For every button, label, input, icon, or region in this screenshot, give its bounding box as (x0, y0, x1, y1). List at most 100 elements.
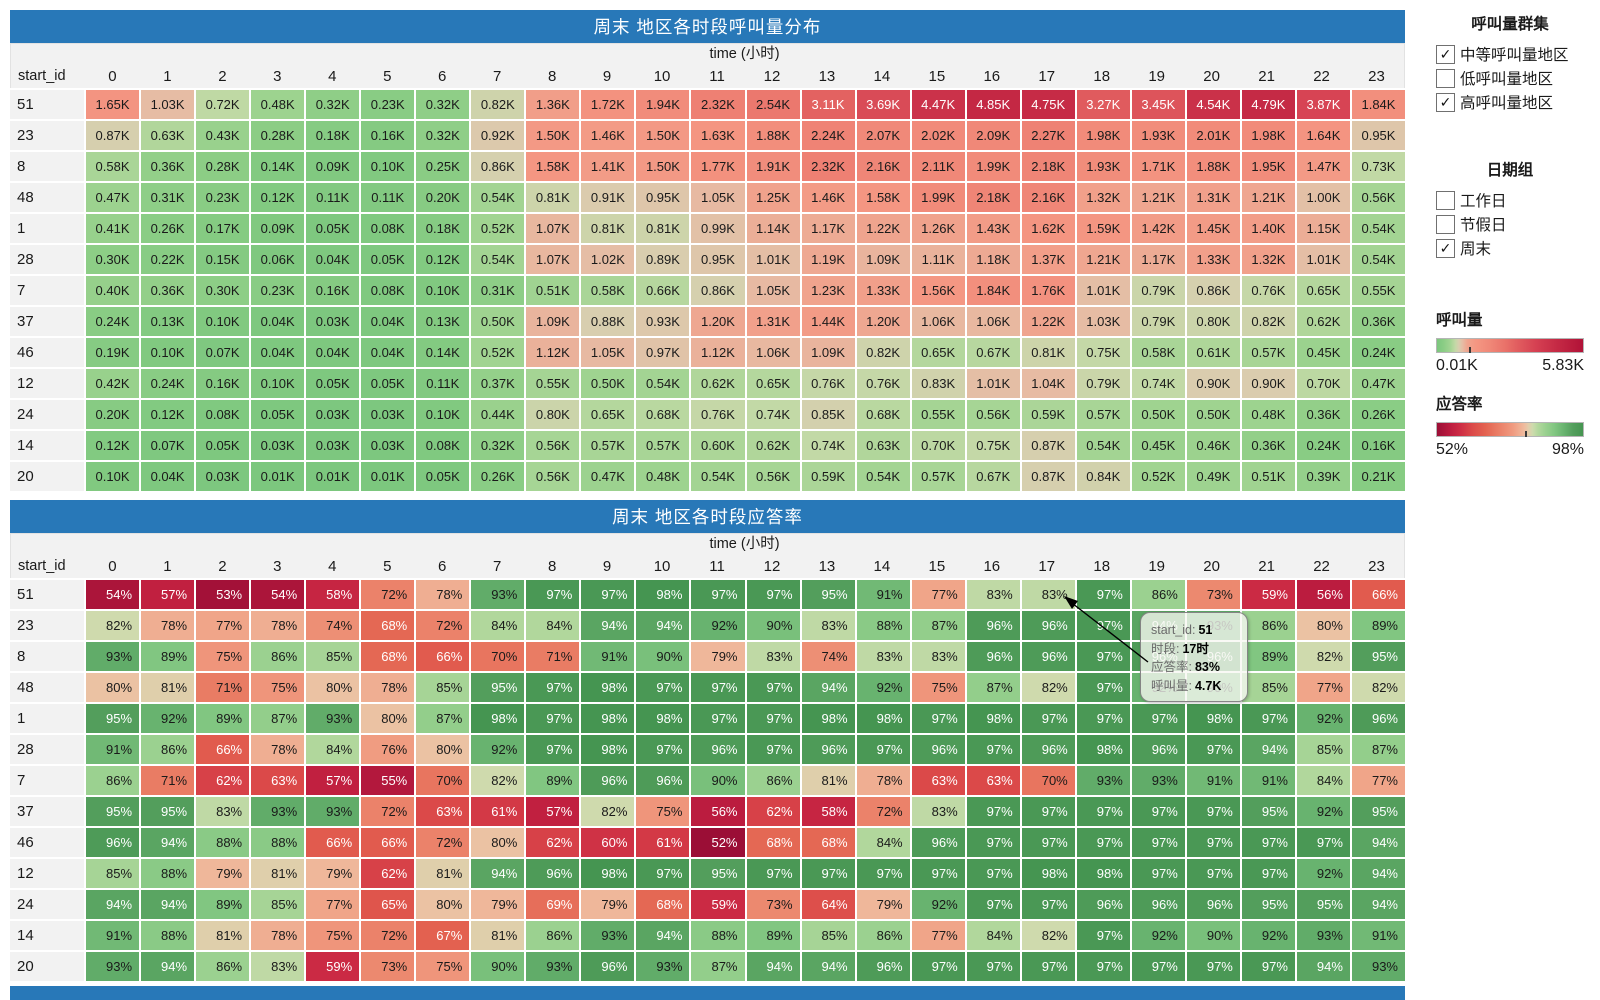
heatmap-cell[interactable]: 1.02K (581, 245, 635, 274)
heatmap-cell[interactable]: 75% (306, 921, 360, 950)
heatmap-cell[interactable]: 92% (856, 673, 910, 702)
heatmap-cell[interactable]: 95% (1241, 797, 1295, 826)
heatmap-cell[interactable]: 0.47K (1351, 369, 1405, 398)
heatmap-cell[interactable]: 96% (911, 735, 965, 764)
heatmap-cell[interactable]: 1.58K (526, 152, 580, 181)
heatmap-cell[interactable]: 0.46K (1186, 431, 1240, 460)
filter-option[interactable]: 低呼叫量地区 (1436, 67, 1596, 89)
heatmap-cell[interactable]: 1.42K (1131, 214, 1185, 243)
heatmap-cell[interactable]: 1.62K (1021, 214, 1075, 243)
heatmap-cell[interactable]: 1.95K (1241, 152, 1295, 181)
heatmap-cell[interactable]: 0.32K (306, 90, 360, 119)
heatmap-cell[interactable]: 1.11K (911, 245, 965, 274)
heatmap-cell[interactable]: 81% (801, 766, 855, 795)
heatmap-cell[interactable]: 72% (361, 580, 415, 609)
heatmap-cell[interactable]: 97% (1131, 704, 1185, 733)
heatmap-cell[interactable]: 97% (691, 580, 745, 609)
heatmap-cell[interactable]: 0.22K (141, 245, 195, 274)
heatmap-cell[interactable]: 0.47K (581, 462, 635, 491)
heatmap-cell[interactable]: 57% (141, 580, 195, 609)
heatmap-cell[interactable]: 1.20K (856, 307, 910, 336)
heatmap-cell[interactable]: 1.01K (1076, 276, 1130, 305)
heatmap-cell[interactable]: 0.10K (196, 307, 250, 336)
heatmap-cell[interactable]: 4.47K (911, 90, 965, 119)
heatmap-cell[interactable]: 80% (306, 673, 360, 702)
heatmap-cell[interactable]: 66% (416, 642, 470, 671)
heatmap-cell[interactable]: 0.06K (251, 245, 305, 274)
heatmap-cell[interactable]: 63% (966, 766, 1020, 795)
heatmap-cell[interactable]: 98% (856, 704, 910, 733)
heatmap-cell[interactable]: 86% (251, 642, 305, 671)
heatmap-cell[interactable]: 0.80K (526, 400, 580, 429)
heatmap-cell[interactable]: 86% (746, 766, 800, 795)
heatmap-cell[interactable]: 0.20K (86, 400, 140, 429)
heatmap-cell[interactable]: 61% (471, 797, 525, 826)
heatmap-cell[interactable]: 96% (1186, 890, 1240, 919)
heatmap-cell[interactable]: 97% (966, 952, 1020, 981)
heatmap-cell[interactable]: 97% (1021, 890, 1075, 919)
heatmap-cell[interactable]: 1.84K (1351, 90, 1405, 119)
heatmap-cell[interactable]: 85% (801, 921, 855, 950)
heatmap-cell[interactable]: 0.68K (636, 400, 690, 429)
heatmap-cell[interactable]: 0.19K (86, 338, 140, 367)
heatmap-cell[interactable]: 0.08K (416, 431, 470, 460)
heatmap-cell[interactable]: 62% (526, 828, 580, 857)
heatmap-cell[interactable]: 0.14K (251, 152, 305, 181)
heatmap-cell[interactable]: 91% (86, 735, 140, 764)
heatmap-cell[interactable]: 0.92K (471, 121, 525, 150)
heatmap-cell[interactable]: 67% (416, 921, 470, 950)
heatmap-cell[interactable]: 0.62K (1296, 307, 1350, 336)
heatmap-cell[interactable]: 88% (856, 611, 910, 640)
heatmap-cell[interactable]: 1.03K (1076, 307, 1130, 336)
heatmap-cell[interactable]: 0.57K (1241, 338, 1295, 367)
heatmap-cell[interactable]: 0.51K (1241, 462, 1295, 491)
heatmap-cell[interactable]: 97% (1296, 828, 1350, 857)
heatmap-cell[interactable]: 0.82K (856, 338, 910, 367)
heatmap-cell[interactable]: 0.82K (1241, 307, 1295, 336)
heatmap-cell[interactable]: 81% (251, 859, 305, 888)
heatmap-cell[interactable]: 0.75K (966, 431, 1020, 460)
heatmap-cell[interactable]: 3.11K (801, 90, 855, 119)
heatmap-cell[interactable]: 0.85K (801, 400, 855, 429)
heatmap-cell[interactable]: 0.59K (1021, 400, 1075, 429)
heatmap-cell[interactable]: 72% (416, 828, 470, 857)
heatmap-cell[interactable]: 84% (856, 828, 910, 857)
heatmap-cell[interactable]: 0.59K (801, 462, 855, 491)
heatmap-cell[interactable]: 94% (1296, 952, 1350, 981)
filter-option[interactable]: ✓ 中等呼叫量地区 (1436, 43, 1596, 65)
heatmap-cell[interactable]: 94% (801, 952, 855, 981)
heatmap-cell[interactable]: 0.11K (416, 369, 470, 398)
heatmap-cell[interactable]: 85% (1296, 735, 1350, 764)
heatmap-cell[interactable]: 1.22K (1021, 307, 1075, 336)
heatmap-cell[interactable]: 59% (691, 890, 745, 919)
heatmap-cell[interactable]: 4.79K (1241, 90, 1295, 119)
heatmap-cell[interactable]: 97% (1076, 673, 1130, 702)
heatmap-cell[interactable]: 1.26K (911, 214, 965, 243)
heatmap-cell[interactable]: 0.87K (86, 121, 140, 150)
heatmap-cell[interactable]: 98% (471, 704, 525, 733)
heatmap-cell[interactable]: 96% (801, 735, 855, 764)
heatmap-cell[interactable]: 97% (1021, 704, 1075, 733)
heatmap-cell[interactable]: 2.27K (1021, 121, 1075, 150)
heatmap-cell[interactable]: 1.46K (581, 121, 635, 150)
heatmap-cell[interactable]: 73% (361, 952, 415, 981)
heatmap-cell[interactable]: 0.91K (581, 183, 635, 212)
heatmap-cell[interactable]: 82% (1021, 921, 1075, 950)
heatmap-cell[interactable]: 78% (856, 766, 910, 795)
heatmap-cell[interactable]: 63% (911, 766, 965, 795)
heatmap-cell[interactable]: 97% (636, 673, 690, 702)
heatmap-cell[interactable]: 0.03K (251, 431, 305, 460)
heatmap-cell[interactable]: 83% (966, 580, 1020, 609)
heatmap-cell[interactable]: 58% (306, 580, 360, 609)
heatmap-cell[interactable]: 95% (691, 859, 745, 888)
heatmap-cell[interactable]: 94% (1351, 890, 1405, 919)
heatmap-cell[interactable]: 0.48K (1241, 400, 1295, 429)
heatmap-cell[interactable]: 98% (1021, 859, 1075, 888)
heatmap-cell[interactable]: 81% (416, 859, 470, 888)
heatmap-cell[interactable]: 78% (416, 580, 470, 609)
heatmap-cell[interactable]: 0.09K (306, 152, 360, 181)
heatmap-cell[interactable]: 98% (1076, 735, 1130, 764)
heatmap-cell[interactable]: 91% (856, 580, 910, 609)
heatmap-cell[interactable]: 1.36K (526, 90, 580, 119)
heatmap-cell[interactable]: 1.12K (526, 338, 580, 367)
